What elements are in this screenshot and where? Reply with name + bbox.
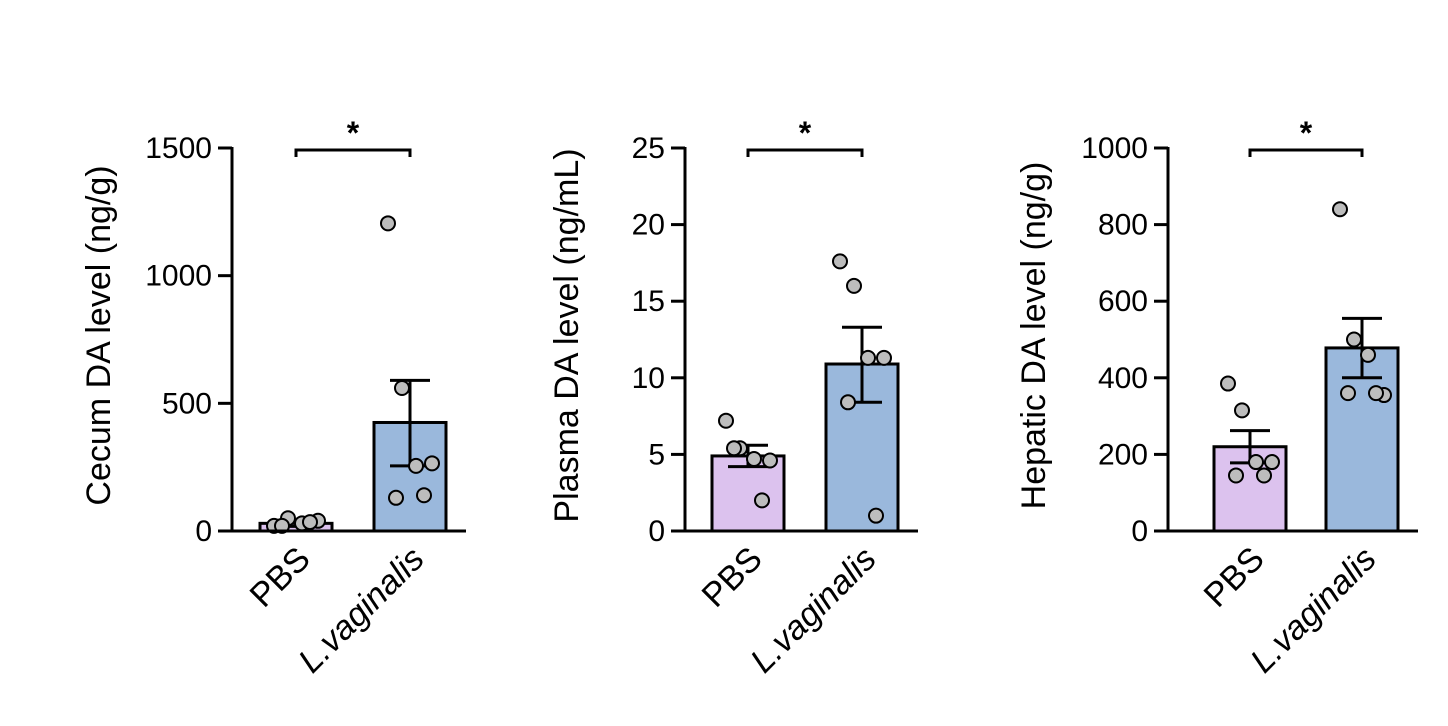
- y-axis-title: Hepatic DA level (ng/g): [1015, 162, 1053, 510]
- data-point: [832, 253, 848, 270]
- y-tick-label: 800: [1098, 209, 1148, 242]
- data-point: [860, 349, 876, 366]
- y-tick-label: 1500: [145, 132, 212, 165]
- y-tick-label: 10: [632, 362, 665, 395]
- data-point: [1248, 454, 1264, 471]
- data-point: [408, 457, 424, 474]
- data-point: [274, 517, 290, 534]
- data-point: [394, 380, 410, 397]
- y-tick-label: 25: [632, 132, 665, 165]
- y-tick-label: 0: [1131, 515, 1148, 548]
- data-point: [424, 455, 440, 472]
- chart-panel-2: 0 5 10 15 20 25 Plasma DA level (ng/mL) PBSL.va…: [548, 115, 918, 680]
- y-tick-label: 0: [195, 515, 212, 548]
- data-point: [1332, 201, 1348, 218]
- data-point: [846, 277, 862, 294]
- error-bar-l-vaginalis: [1342, 316, 1382, 380]
- data-point: [1360, 346, 1376, 363]
- data-point: [868, 507, 884, 524]
- data-point: [746, 450, 762, 467]
- data-point: [840, 394, 856, 411]
- data-point: [1264, 454, 1280, 471]
- data-point: [388, 489, 404, 506]
- data-point: [1368, 385, 1384, 402]
- y-tick-label: 15: [632, 285, 665, 318]
- data-point: [876, 349, 892, 366]
- y-tick-label: 20: [632, 209, 665, 242]
- data-point: [302, 514, 318, 531]
- data-point: [1234, 402, 1250, 419]
- category-label-pbs: PBS: [1197, 540, 1272, 615]
- data-point: [726, 440, 742, 457]
- chart-panel-1: 0 500 1000 1500 Cecum DA level (ng/g) PBSL.va…: [80, 115, 466, 680]
- significance-label: *: [1300, 115, 1313, 151]
- bar-pbs: [710, 454, 786, 533]
- y-tick-label: 500: [162, 387, 212, 420]
- data-point: [1228, 467, 1244, 484]
- category-label-l-vaginalis: L.vaginalis: [743, 540, 883, 680]
- significance-bracket: [294, 148, 412, 157]
- y-tick-label: 1000: [145, 260, 212, 293]
- data-point: [380, 215, 396, 232]
- category-label-pbs: PBS: [243, 540, 318, 615]
- y-tick-label: 0: [648, 515, 665, 548]
- data-point: [762, 452, 778, 469]
- category-label-pbs: PBS: [695, 540, 770, 615]
- y-tick-label: 200: [1098, 438, 1148, 471]
- data-point: [1220, 375, 1236, 392]
- significance-label: *: [347, 115, 360, 151]
- data-point: [1340, 385, 1356, 402]
- category-label-l-vaginalis: L.vaginalis: [291, 540, 431, 680]
- y-tick-label: 1000: [1081, 132, 1148, 165]
- data-point: [1346, 331, 1362, 348]
- data-point: [718, 412, 734, 429]
- y-axis-title: Plasma DA level (ng/mL): [548, 148, 586, 522]
- data-point: [1256, 467, 1272, 484]
- bar-l-vaginalis: [824, 362, 900, 533]
- data-point: [754, 492, 770, 509]
- y-tick-label: 400: [1098, 362, 1148, 395]
- data-point: [416, 487, 432, 504]
- significance-label: *: [799, 115, 812, 151]
- y-axis-title: Cecum DA level (ng/g): [80, 165, 118, 505]
- y-tick-label: 5: [648, 438, 665, 471]
- significance-bracket: [1248, 148, 1364, 157]
- chart-panel-3: 0 200 400 600 800 1000 Hepatic DA level (ng/g)…: [1015, 115, 1418, 680]
- significance-bracket: [746, 148, 864, 157]
- y-tick-label: 600: [1098, 285, 1148, 318]
